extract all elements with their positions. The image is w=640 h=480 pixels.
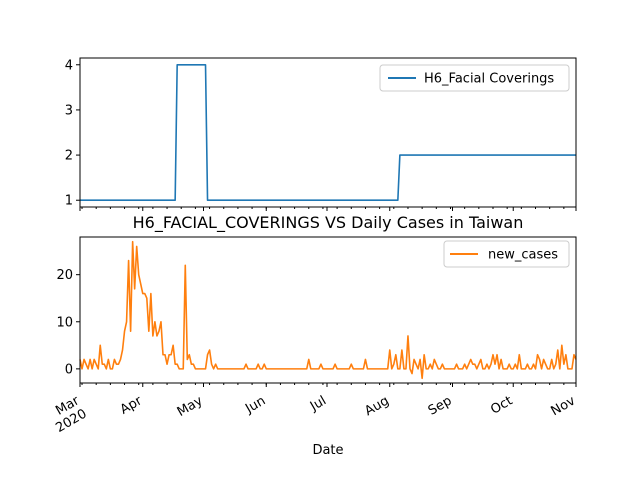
bottom-legend-box [443,240,570,268]
top-series-line [80,63,576,202]
bottom-y-tick-label: 0 [65,362,73,377]
x-axis-label: Date [312,443,343,458]
top-legend-label: H6_Facial Coverings [424,72,554,87]
bottom-axes-frame [79,236,577,384]
top-y-ticks: 1 2 3 4 [65,58,80,209]
bottom-legend-label: new_cases [488,248,558,263]
bottom-y-tick-label: 10 [56,315,73,330]
bottom-series-line [79,240,577,380]
bottom-series-group [79,240,577,380]
top-legend: H6_Facial Coverings [379,64,570,92]
bottom-x-tick-label: Jul [307,393,329,414]
bottom-y-tick-label: 20 [56,268,73,283]
bottom-x-tick-label-line: Jul [307,393,329,414]
top-series-group [80,63,576,202]
top-y-tick-label: 1 [65,194,73,209]
top-y-tick-label: 2 [65,149,73,164]
top-y-tick-label: 3 [65,103,73,118]
top-subplot: 1 2 3 4 H6_Facial Coverings [65,57,577,211]
chart-title: H6_FACIAL_COVERINGS VS Daily Cases in Ta… [133,213,524,233]
top-y-tick-label: 4 [65,58,73,73]
bottom-legend: new_cases [443,240,570,268]
top-x-ticks [79,207,577,211]
bottom-y-ticks: 0 10 20 [56,268,80,377]
top-legend-box [379,64,570,92]
top-axes-frame [79,57,577,208]
